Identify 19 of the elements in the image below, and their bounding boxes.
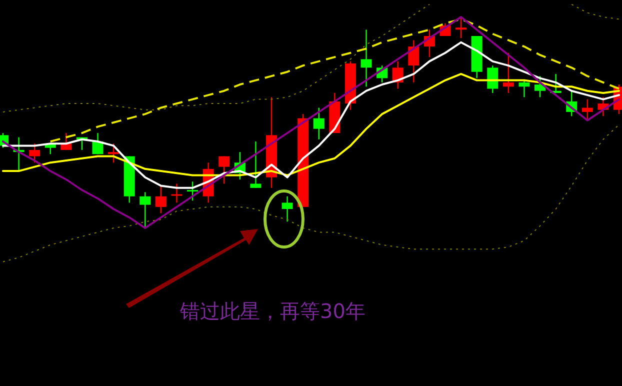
candlestick: [155, 185, 166, 214]
candlestick: [360, 29, 372, 88]
candlestick: [282, 196, 293, 222]
candlestick: [487, 64, 498, 94]
candlestick: [582, 98, 593, 121]
text: 错过此星，再等30年: [179, 299, 366, 323]
candlestick: [250, 140, 262, 189]
candlestick: [313, 107, 324, 140]
candlestick: [187, 180, 198, 202]
candlestick: [29, 143, 40, 164]
candlestick: [60, 132, 72, 151]
candlestick: [108, 143, 120, 164]
candlestick: [502, 52, 514, 94]
candlestick: [456, 16, 467, 39]
candlestick: [518, 80, 530, 98]
candlestick: [218, 156, 230, 184]
candlestick: [534, 75, 546, 98]
candlestick: [171, 183, 182, 204]
candlestick: [140, 192, 151, 229]
